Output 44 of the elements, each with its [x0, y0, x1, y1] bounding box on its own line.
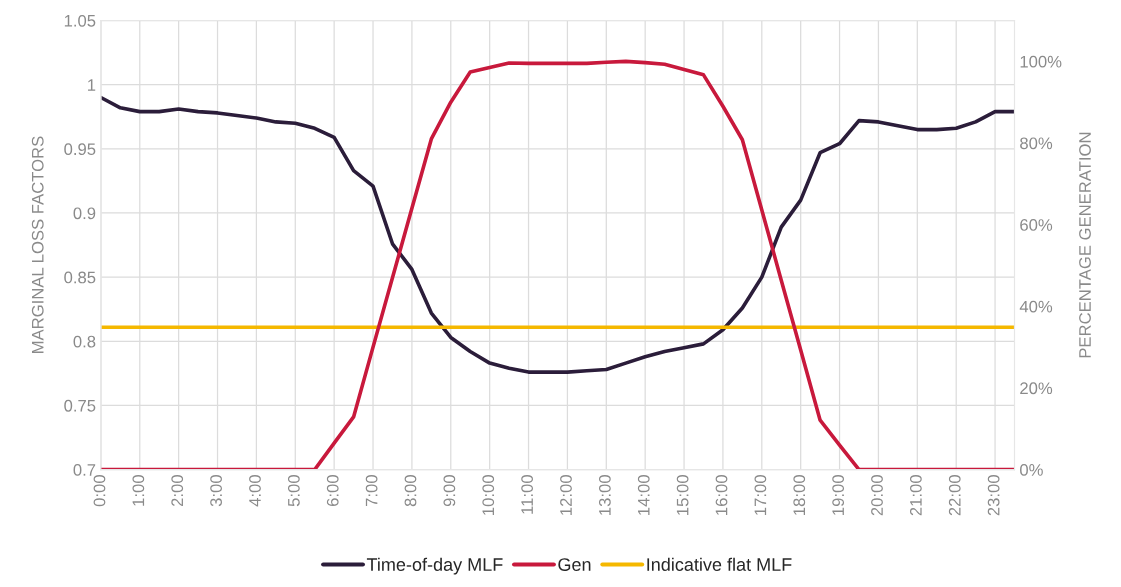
x-tick-label: 13:00: [598, 475, 611, 515]
x-tick-label: 7:00: [365, 475, 378, 507]
x-tick-label: 11:00: [521, 475, 534, 514]
y-tick-label: 0.85: [64, 271, 96, 284]
x-tick-label: 19:00: [832, 475, 845, 515]
y2-tick-label: 0%: [1020, 464, 1043, 476]
x-tick-label: 20:00: [871, 475, 883, 516]
x-tick-label: 22:00: [948, 475, 961, 516]
x-tick-label: 17:00: [754, 475, 767, 515]
x-tick-label: 14:00: [637, 475, 650, 515]
legend-label: Gen: [558, 558, 591, 571]
y-tick-label: 0.7: [73, 464, 96, 476]
x-tick-label: 5:00: [287, 475, 300, 507]
x-tick-label: 4:00: [249, 475, 261, 507]
x-tick-label: 21:00: [909, 475, 922, 516]
x-tick-label: 15:00: [676, 475, 689, 515]
x-tick-label: 12:00: [560, 475, 572, 515]
y-tick-label: 0.8: [73, 335, 96, 348]
x-tick-label: 0:00: [93, 475, 106, 507]
x-tick-label: 2:00: [171, 475, 184, 507]
legend-label: Indicative flat MLF: [647, 557, 792, 571]
x-tick-label: 3:00: [210, 475, 222, 507]
legend-label: Time-of-day MLF: [366, 557, 503, 575]
y2-tick-label: 60%: [1020, 219, 1053, 231]
y2-axis-title: PERCENTAGE GENERATION: [1079, 132, 1091, 358]
x-tick-label: 10:00: [482, 475, 495, 515]
y-tick-label: 0.75: [64, 399, 96, 412]
x-tick-label: 18:00: [793, 475, 806, 515]
y-tick-label: 1: [88, 79, 96, 91]
y-tick-label: 1.05: [64, 14, 96, 27]
y2-tick-label: 40%: [1019, 300, 1053, 313]
x-tick-label: 9:00: [443, 475, 456, 507]
line-series: [100, 95, 1015, 374]
x-tick-label: 1:00: [132, 475, 145, 506]
y2-tick-label: 100%: [1020, 55, 1062, 68]
x-tick-label: 16:00: [715, 475, 728, 515]
y2-tick-label: 20%: [1020, 382, 1053, 395]
y2-tick-label: 80%: [1020, 137, 1053, 150]
y-tick-label: 0.9: [73, 207, 96, 220]
x-tick-label: 23:00: [987, 475, 1000, 516]
x-tick-label: 6:00: [326, 475, 339, 507]
y-axis-title: MARGINAL LOSS FACTORS: [31, 136, 44, 353]
y-tick-label: 0.95: [64, 143, 96, 156]
x-tick-label: 8:00: [404, 475, 417, 507]
